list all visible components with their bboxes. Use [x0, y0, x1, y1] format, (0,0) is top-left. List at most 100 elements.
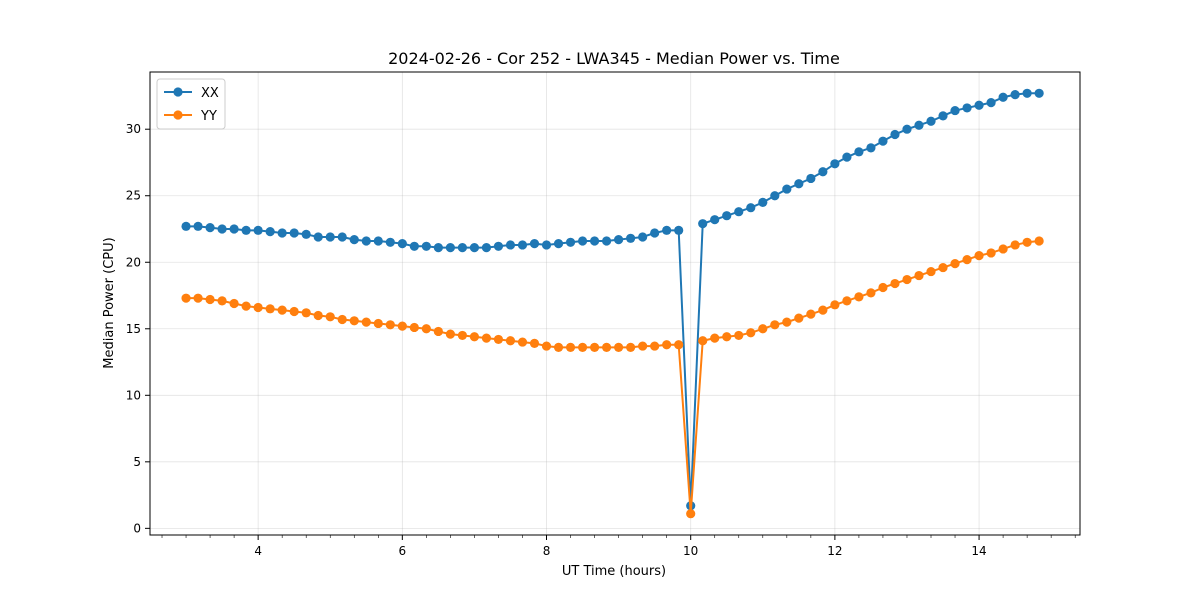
data-point-yy — [325, 312, 335, 322]
legend-marker — [173, 87, 183, 97]
data-point-xx — [205, 223, 215, 233]
data-point-xx — [830, 159, 840, 169]
data-point-xx — [565, 237, 576, 247]
y-tick-label: 5 — [133, 455, 141, 469]
data-point-xx — [1034, 88, 1044, 98]
legend: XX YY — [156, 78, 226, 130]
data-point-xx — [313, 232, 323, 242]
data-point-yy — [589, 342, 600, 353]
data-point-yy — [974, 251, 984, 261]
data-point-xx — [289, 228, 299, 238]
data-point-xx — [938, 111, 948, 121]
series-layer — [181, 88, 1044, 519]
data-point-xx — [902, 124, 912, 134]
data-point-xx — [397, 239, 407, 249]
data-point-yy — [938, 262, 948, 273]
data-point-yy — [842, 296, 852, 306]
data-point-yy — [926, 266, 936, 277]
data-point-xx — [409, 241, 419, 251]
data-point-xx — [493, 241, 504, 251]
data-point-yy — [181, 293, 191, 303]
data-point-xx — [962, 103, 972, 113]
data-point-xx — [722, 211, 732, 221]
data-point-xx — [734, 207, 744, 217]
data-point-xx — [662, 225, 672, 235]
x-tick-label: 14 — [971, 544, 986, 558]
data-point-yy — [998, 244, 1008, 254]
data-point-xx — [770, 191, 780, 201]
data-point-yy — [674, 340, 684, 350]
data-point-xx — [217, 224, 227, 234]
data-point-xx — [601, 236, 612, 246]
data-point-yy — [553, 342, 564, 353]
legend-marker — [173, 110, 183, 120]
data-point-xx — [385, 237, 395, 247]
data-point-yy — [313, 310, 323, 321]
data-point-xx — [253, 225, 263, 235]
data-point-yy — [1034, 236, 1044, 246]
legend-label: YY — [200, 109, 217, 124]
x-tick-label: 10 — [683, 544, 698, 558]
data-point-yy — [565, 342, 576, 353]
y-tick-label: 0 — [133, 521, 141, 535]
data-point-xx — [421, 241, 431, 251]
data-point-yy — [505, 336, 516, 346]
data-point-xx — [181, 221, 191, 231]
data-point-xx — [638, 232, 648, 242]
data-point-xx — [433, 243, 443, 253]
data-point-xx — [541, 240, 552, 250]
data-point-yy — [265, 304, 275, 314]
data-point-xx — [650, 228, 660, 238]
data-point-yy — [373, 318, 383, 329]
data-point-yy — [433, 326, 443, 337]
data-point-xx — [806, 173, 816, 184]
data-point-xx — [950, 105, 960, 116]
data-point-yy — [914, 270, 924, 281]
data-point-xx — [325, 232, 335, 242]
data-point-yy — [241, 301, 251, 311]
legend-item-yy: YY — [164, 109, 217, 124]
data-point-yy — [253, 302, 263, 313]
y-tick-label: 15 — [126, 322, 141, 336]
y-tick-label: 20 — [126, 255, 141, 269]
x-tick-label: 12 — [827, 544, 842, 558]
data-point-xx — [1010, 90, 1020, 100]
data-point-yy — [830, 300, 840, 310]
data-point-xx — [577, 236, 588, 246]
data-point-xx — [529, 239, 540, 249]
data-point-yy — [349, 316, 359, 326]
data-point-xx — [974, 100, 984, 110]
data-point-xx — [241, 225, 251, 235]
data-point-yy — [1022, 237, 1032, 247]
data-point-yy — [337, 314, 347, 325]
data-point-xx — [1022, 88, 1032, 98]
data-point-xx — [361, 236, 371, 246]
data-point-xx — [854, 147, 864, 157]
data-point-yy — [818, 305, 828, 315]
data-point-xx — [794, 179, 804, 189]
data-point-yy — [397, 321, 407, 331]
data-point-xx — [926, 116, 936, 126]
data-point-yy — [734, 330, 744, 341]
data-point-yy — [577, 342, 588, 353]
data-point-yy — [794, 313, 804, 323]
data-point-yy — [457, 330, 467, 341]
data-point-xx — [301, 229, 311, 239]
data-point-yy — [601, 342, 612, 353]
data-point-xx — [349, 235, 359, 245]
data-point-yy — [638, 341, 648, 351]
data-point-xx — [469, 243, 480, 253]
data-point-yy — [301, 308, 311, 318]
data-point-xx — [614, 235, 624, 245]
data-point-yy — [445, 329, 455, 339]
data-point-yy — [493, 334, 504, 345]
data-point-yy — [205, 294, 215, 305]
data-point-xx — [481, 243, 492, 253]
data-point-yy — [770, 320, 780, 330]
data-point-xx — [265, 227, 275, 237]
data-point-xx — [698, 219, 708, 229]
data-point-yy — [626, 342, 636, 353]
data-point-xx — [890, 129, 900, 140]
